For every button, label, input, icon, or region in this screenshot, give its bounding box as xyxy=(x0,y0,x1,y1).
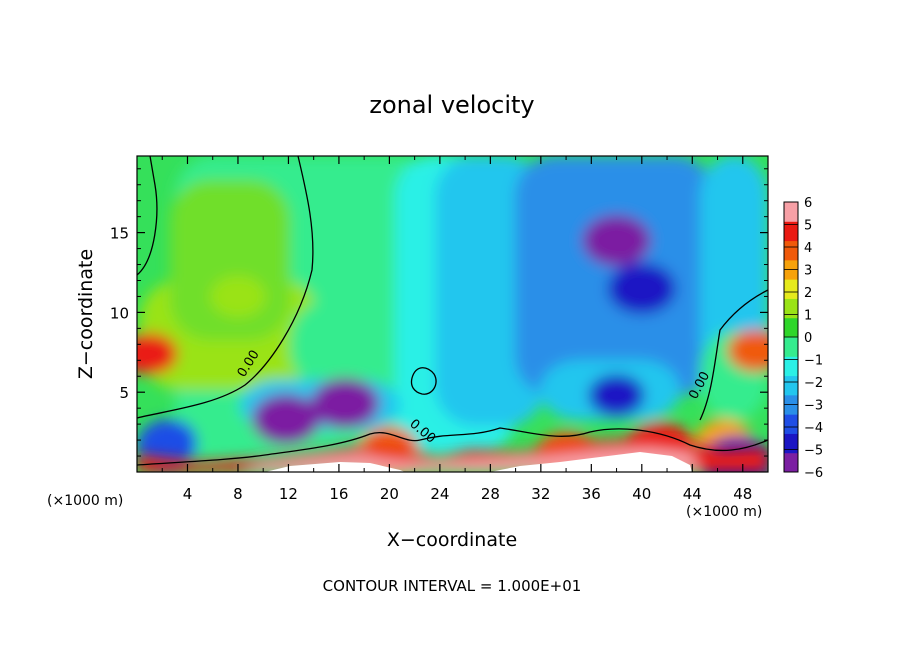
colorbar-label-2: 4 xyxy=(804,241,812,256)
colorbar-label-8: −2 xyxy=(804,376,823,391)
field-feature-3 xyxy=(582,215,651,267)
field-feature-8 xyxy=(437,259,494,302)
field-feature-2 xyxy=(209,275,266,318)
contour-left-zero xyxy=(137,156,158,276)
colorbar-swatch-12 xyxy=(784,221,798,242)
x-tick-label-1: 8 xyxy=(233,485,243,503)
colorbar-swatch-4 xyxy=(784,375,798,396)
colorbar-label-4: 2 xyxy=(804,286,812,301)
colorbar-label-9: −3 xyxy=(804,399,823,414)
x-tick-label-7: 32 xyxy=(531,485,550,503)
colorbar-swatch-11 xyxy=(784,240,798,261)
colorbar-label-0: 6 xyxy=(804,196,812,211)
contour-interval-footer: CONTOUR INTERVAL = 1.000E+01 xyxy=(323,577,582,595)
colorbar-label-7: −1 xyxy=(804,354,823,369)
field-feature-4 xyxy=(607,262,676,314)
velocity-field xyxy=(137,156,768,472)
x-tick-label-3: 16 xyxy=(329,485,348,503)
field-region-7 xyxy=(290,300,390,390)
colorbar-label-11: −5 xyxy=(804,444,823,459)
x-unit-right: (×1000 m) xyxy=(686,504,762,520)
x-tick-label-9: 40 xyxy=(632,485,651,503)
x-axis: 4 8 12 16 20 24 28 32 36 40 44 48 xyxy=(161,156,752,503)
x-axis-label: X−coordinate xyxy=(387,529,517,551)
colorbar-swatch-1 xyxy=(784,433,798,454)
colorbar-swatch-6 xyxy=(784,337,798,357)
colorbar-label-5: 1 xyxy=(804,309,812,324)
field-feature-1 xyxy=(727,329,768,372)
contour-right-zero xyxy=(699,289,768,421)
plot-area: 0.00 0.00 0.00 xyxy=(137,156,768,472)
x-unit-left: (×1000 m) xyxy=(47,493,123,509)
x-tick-label-5: 24 xyxy=(430,485,449,503)
ground-white-region xyxy=(265,452,692,472)
x-tick-label-2: 12 xyxy=(279,485,298,503)
x-tick-label-4: 20 xyxy=(380,485,399,503)
colorbar-label-6: 0 xyxy=(804,331,812,346)
x-tick-label-6: 28 xyxy=(481,485,500,503)
y-axis-label: Z−coordinate xyxy=(75,249,97,379)
colorbar-swatch-0 xyxy=(784,452,798,473)
field-feature-7 xyxy=(588,374,645,417)
x-tick-label-11: 48 xyxy=(733,485,752,503)
field-feature-9 xyxy=(140,419,197,462)
contour-mid-zero xyxy=(137,156,314,419)
colorbar-label-12: −6 xyxy=(804,466,823,481)
field-feature-5 xyxy=(311,377,380,429)
x-tick-label-0: 4 xyxy=(183,485,193,503)
colorbar: 6 5 4 3 2 1 0 −1 −2 −3 −4 −5 −6 xyxy=(783,196,823,481)
colorbar-swatch-7 xyxy=(784,317,798,338)
colorbar-label-1: 5 xyxy=(804,219,812,234)
chart-title: zonal velocity xyxy=(369,91,534,119)
colorbar-swatch-8 xyxy=(784,298,798,319)
field-feature-6 xyxy=(251,393,320,445)
colorbar-swatch-2 xyxy=(784,414,798,434)
contour-blob xyxy=(410,367,437,395)
y-axis: 5 10 15 xyxy=(110,168,768,457)
colorbar-label-3: 3 xyxy=(804,264,812,279)
zero-contours xyxy=(137,156,768,466)
x-tick-label-8: 36 xyxy=(582,485,601,503)
colorbar-label-10: −4 xyxy=(804,421,823,436)
y-tick-label-0: 5 xyxy=(119,384,129,402)
y-tick-label-1: 10 xyxy=(110,304,129,322)
colorbar-swatch-9 xyxy=(784,279,798,299)
y-tick-label-2: 15 xyxy=(110,225,129,243)
contour-lower xyxy=(137,427,768,466)
field-feature-0 xyxy=(137,332,178,375)
plot-frame xyxy=(136,155,769,473)
colorbar-swatch-5 xyxy=(784,356,798,377)
colorbar-swatch-13 xyxy=(784,202,798,222)
x-tick-label-10: 44 xyxy=(683,485,702,503)
field-region-4 xyxy=(700,156,768,376)
